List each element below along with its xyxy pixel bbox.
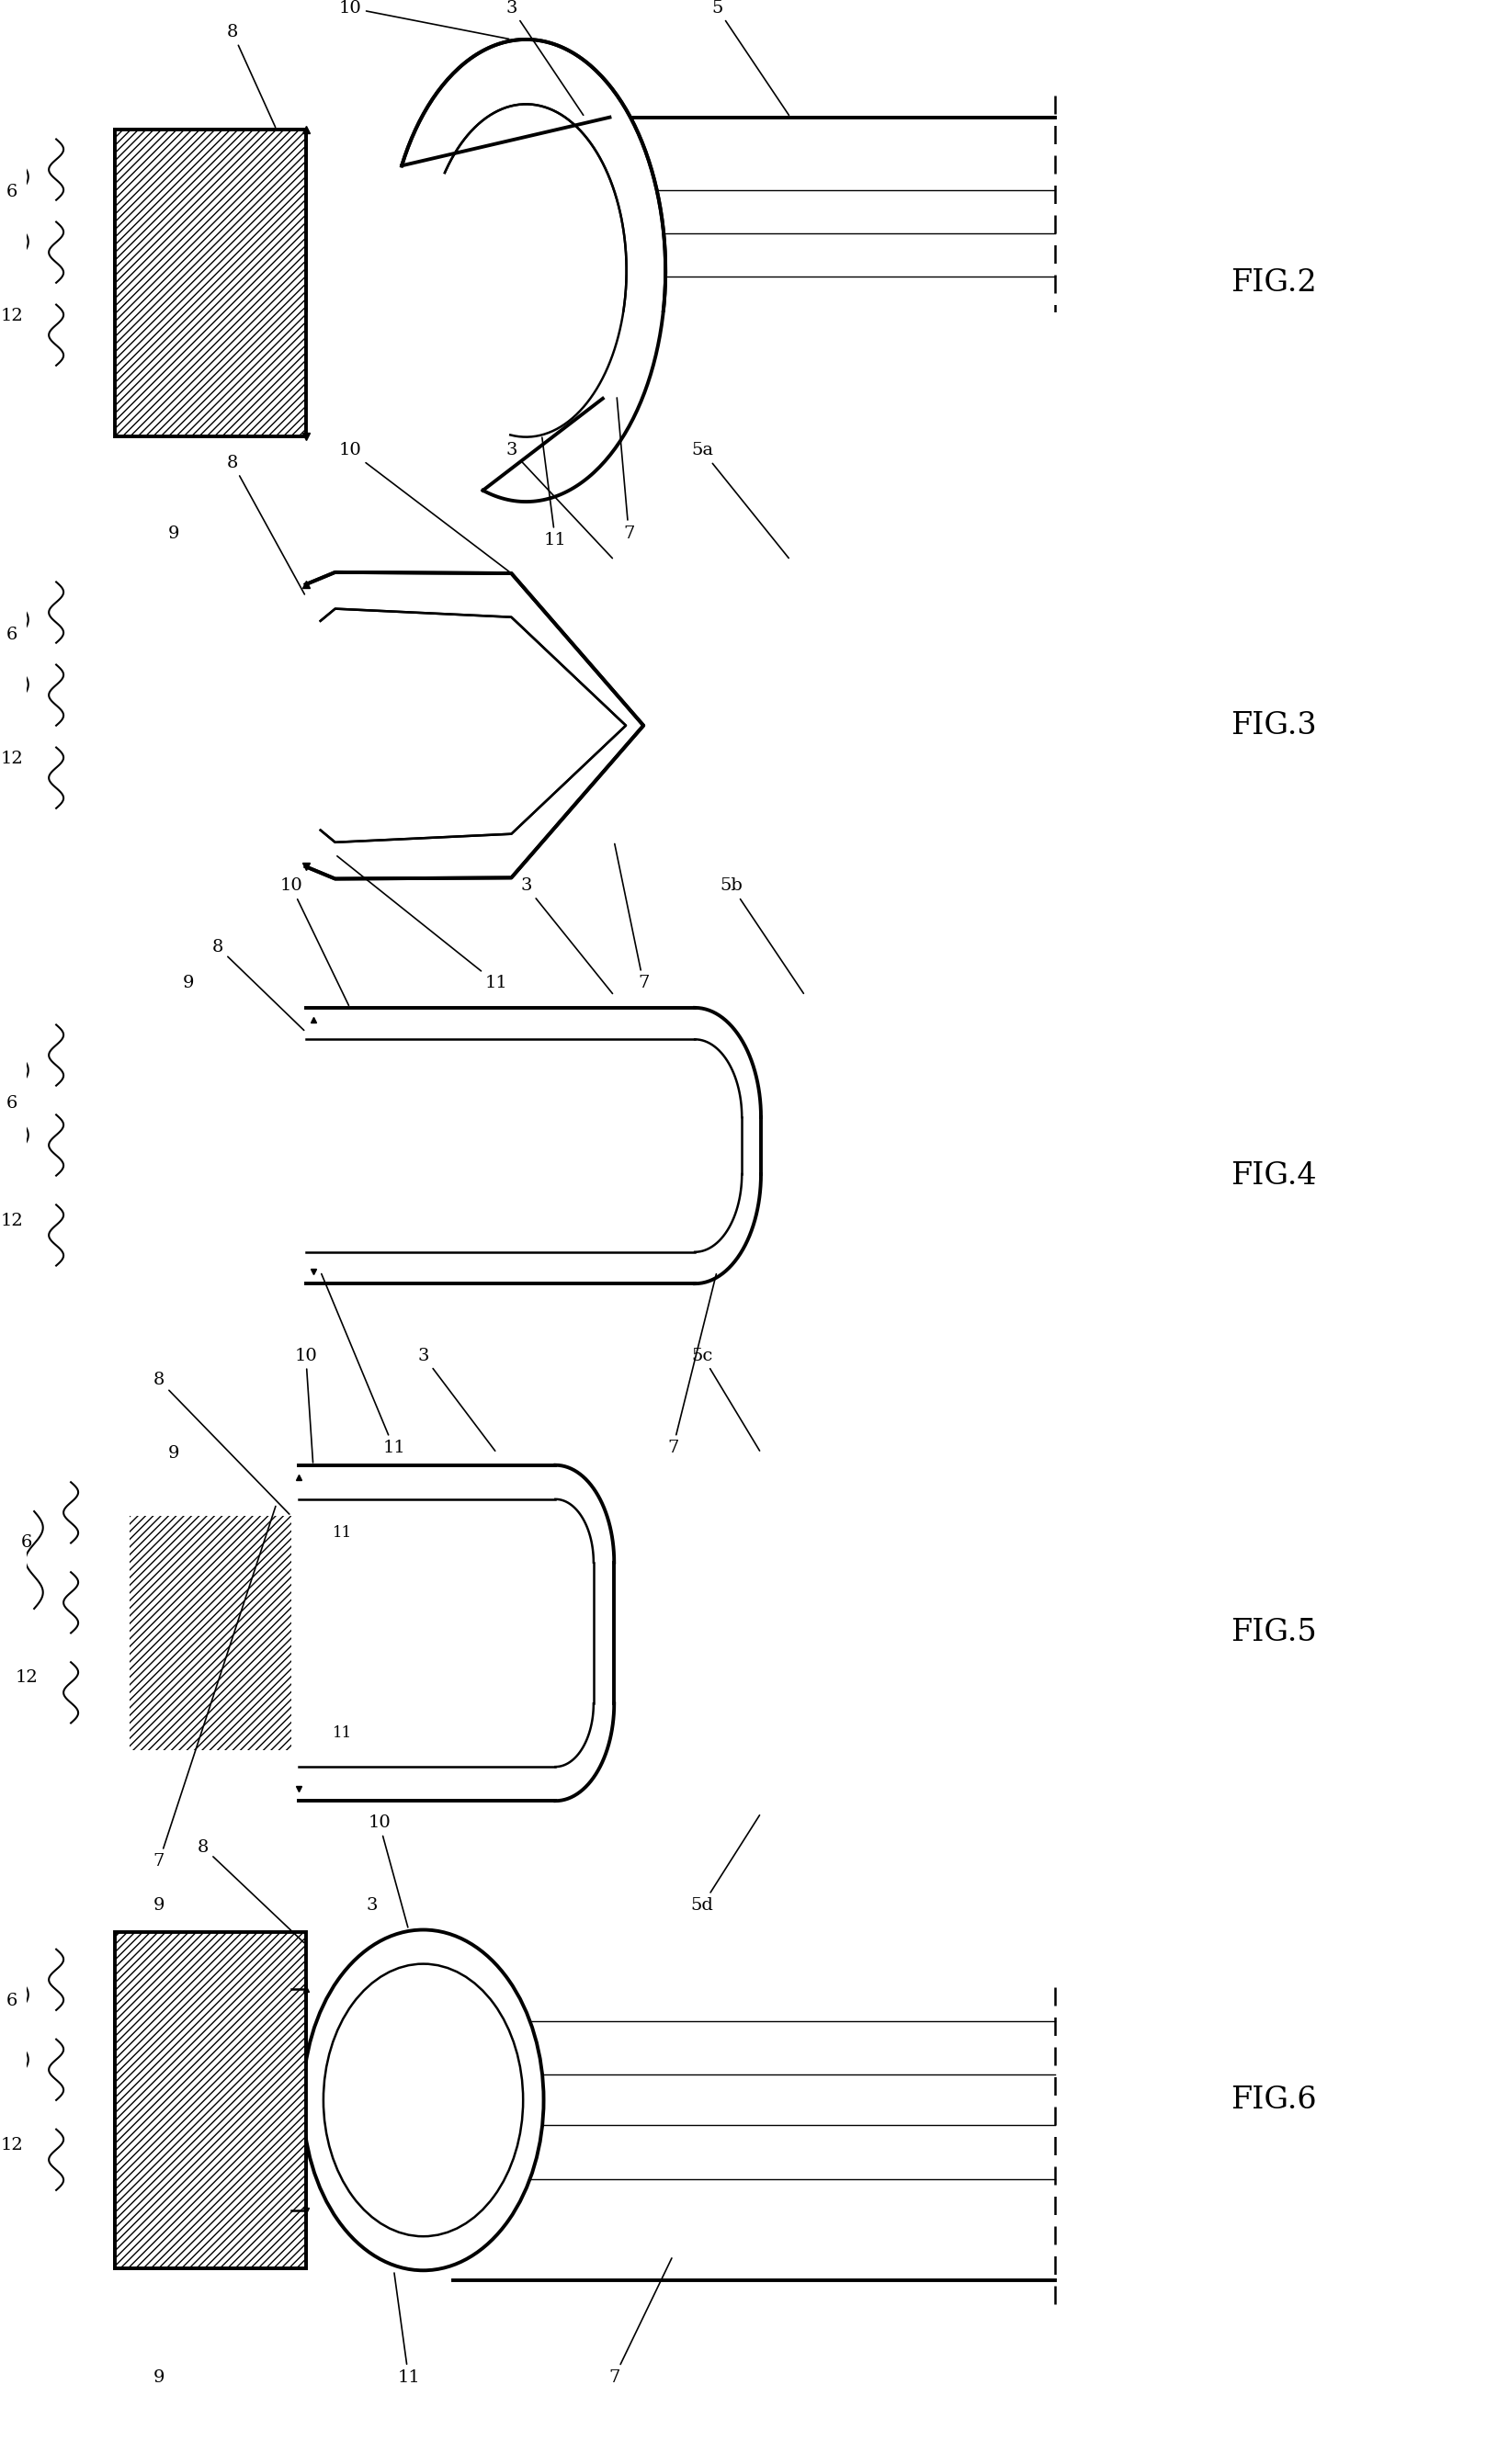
Polygon shape (115, 1008, 336, 1343)
Text: 11: 11 (542, 439, 566, 549)
Text: 7: 7 (617, 397, 634, 542)
Text: 11: 11 (333, 1525, 352, 1540)
Text: 3: 3 (520, 877, 613, 993)
Bar (115, 131, 306, 436)
Text: 6: 6 (6, 1993, 18, 2008)
Polygon shape (313, 589, 626, 862)
Text: 5b: 5b (719, 877, 803, 993)
Text: 11: 11 (321, 1274, 404, 1456)
Bar (115, 1932, 306, 2267)
Text: 3: 3 (505, 444, 613, 559)
Text: 12: 12 (15, 1671, 37, 1685)
Ellipse shape (324, 1964, 523, 2237)
Text: 10: 10 (339, 444, 509, 572)
Bar (115, 1932, 306, 2267)
FancyBboxPatch shape (0, 313, 1134, 1979)
Text: 7: 7 (608, 2257, 671, 2385)
Text: 10: 10 (294, 1348, 318, 1464)
Text: 6: 6 (6, 1096, 18, 1111)
Text: FIG.3: FIG.3 (1230, 710, 1317, 739)
Text: 9: 9 (153, 2370, 165, 2385)
Text: 8: 8 (226, 453, 304, 594)
Bar (115, 131, 306, 436)
Bar (115, 131, 306, 436)
Bar (115, 584, 306, 867)
Text: 9: 9 (168, 525, 180, 542)
Text: 11: 11 (394, 2272, 419, 2385)
Bar (115, 584, 306, 867)
Bar (115, 1932, 306, 2267)
Text: 9: 9 (168, 1444, 180, 1461)
Text: 9: 9 (153, 1897, 165, 1915)
Text: 6: 6 (21, 1535, 33, 1552)
Text: 10: 10 (367, 1814, 407, 1927)
Bar (129, 1515, 291, 1749)
Text: 7: 7 (667, 1274, 716, 1456)
Text: 10: 10 (339, 0, 508, 39)
Bar (129, 1515, 291, 1749)
Text: 8: 8 (153, 1372, 289, 1515)
Text: 10: 10 (280, 877, 349, 1005)
Text: 7: 7 (614, 843, 649, 991)
Circle shape (388, 42, 664, 500)
Text: 3: 3 (418, 1348, 494, 1451)
Text: FIG.6: FIG.6 (1230, 2085, 1317, 2114)
Text: FIG.5: FIG.5 (1230, 1619, 1317, 1648)
Text: FIG.4: FIG.4 (1230, 1161, 1315, 1190)
Text: 11: 11 (337, 855, 508, 991)
Text: 3: 3 (366, 1897, 377, 1915)
Ellipse shape (303, 1929, 544, 2269)
Text: 3: 3 (505, 0, 583, 116)
Text: 8: 8 (226, 25, 276, 128)
Bar (115, 131, 306, 436)
Bar (115, 1932, 306, 2267)
Text: 5a: 5a (691, 444, 788, 557)
Bar (298, 1501, 592, 1764)
Text: 6: 6 (6, 626, 18, 643)
Text: 12: 12 (1, 752, 24, 766)
Text: 5: 5 (710, 0, 788, 116)
Text: 5d: 5d (691, 1816, 759, 1915)
Text: 8: 8 (211, 939, 304, 1030)
Text: 6: 6 (6, 182, 18, 200)
Text: 7: 7 (153, 1506, 276, 1870)
Text: 5c: 5c (691, 1348, 759, 1451)
Text: 9: 9 (183, 976, 193, 991)
Text: 12: 12 (1, 1212, 24, 1230)
Text: 12: 12 (1, 308, 24, 325)
Text: 11: 11 (333, 1725, 352, 1740)
Text: 12: 12 (1, 2136, 24, 2154)
Text: 8: 8 (198, 1838, 304, 1942)
Text: FIG.2: FIG.2 (1230, 269, 1317, 298)
